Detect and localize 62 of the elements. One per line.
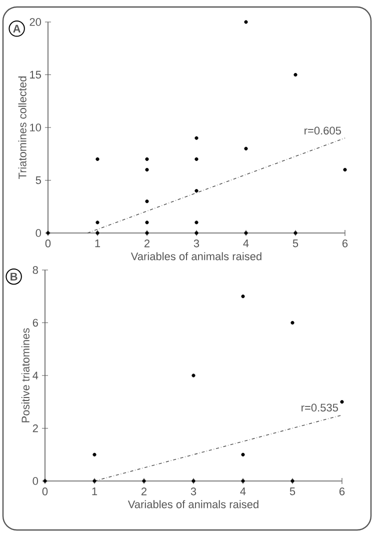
x-tick-label: 0 xyxy=(42,488,48,496)
point xyxy=(241,452,245,456)
point xyxy=(192,479,196,483)
x-axis-title: Variables of animals raised xyxy=(130,252,262,260)
y-axis-title: Positive triatomines xyxy=(21,328,30,422)
point xyxy=(244,20,248,24)
y-tick-label: 2 xyxy=(32,424,38,432)
point xyxy=(96,231,100,235)
x-tick-label: 6 xyxy=(339,488,345,496)
point xyxy=(343,168,347,172)
x-tick-label: 0 xyxy=(45,240,51,248)
point xyxy=(194,231,198,235)
x-tick-label: 1 xyxy=(95,240,100,248)
y-tick-label: 4 xyxy=(32,372,38,380)
point xyxy=(192,374,196,378)
point xyxy=(244,146,248,150)
point xyxy=(244,231,248,235)
y-tick-label: 10 xyxy=(30,124,42,132)
point xyxy=(96,220,100,224)
y-tick-label: 0 xyxy=(32,477,38,485)
x-tick-label: 1 xyxy=(92,488,98,496)
y-tick-label: 20 xyxy=(30,18,42,26)
x-tick-label: 2 xyxy=(141,488,147,496)
point xyxy=(145,168,149,172)
point xyxy=(96,157,100,161)
annotation: r=0.605 xyxy=(304,126,341,135)
point xyxy=(194,220,198,224)
chart-title: A xyxy=(13,24,20,32)
x-axis-title: Variables of animals raised xyxy=(128,500,258,508)
point xyxy=(145,231,149,235)
chart-title: B xyxy=(10,272,18,280)
y-tick-label: 15 xyxy=(30,70,41,79)
y-tick-label: 0 xyxy=(36,229,42,237)
point xyxy=(294,72,298,77)
point xyxy=(194,189,198,193)
y-tick-label: 6 xyxy=(32,318,38,327)
x-tick-label: 3 xyxy=(190,488,196,496)
annotation: r=0.535 xyxy=(302,404,338,412)
point xyxy=(290,479,294,483)
point xyxy=(290,320,294,325)
point xyxy=(194,157,198,161)
point xyxy=(241,294,245,298)
y-tick-label: 5 xyxy=(36,176,41,184)
x-tick-label: 5 xyxy=(290,488,296,496)
x-tick-label: 2 xyxy=(144,240,150,248)
x-tick-label: 4 xyxy=(243,240,249,248)
point xyxy=(92,479,96,483)
x-tick-label: 4 xyxy=(240,488,246,496)
point xyxy=(92,452,96,456)
x-tick-label: 3 xyxy=(194,240,200,248)
y-tick-label: 8 xyxy=(32,266,38,274)
x-tick-label: 5 xyxy=(292,240,298,248)
point xyxy=(241,479,245,483)
point xyxy=(340,400,344,404)
y-axis-title: Triatomines collected xyxy=(18,76,26,180)
point xyxy=(194,136,198,140)
point xyxy=(145,220,149,224)
x-tick-label: 6 xyxy=(342,240,348,248)
point xyxy=(145,157,149,161)
point xyxy=(294,231,298,235)
point xyxy=(145,200,149,204)
point xyxy=(142,479,146,483)
